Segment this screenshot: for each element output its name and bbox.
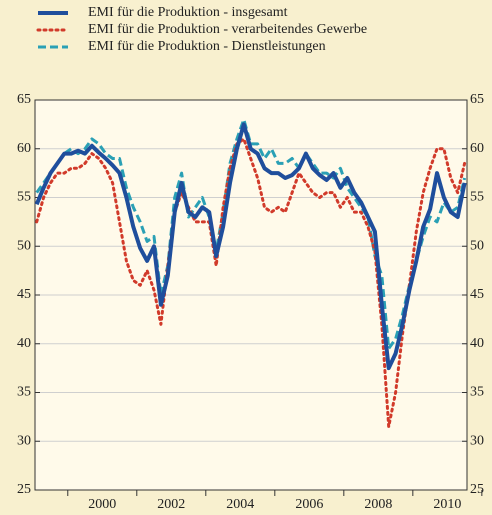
x-tick-label: 2002 <box>157 497 185 512</box>
y-tick-label: 55 <box>17 190 31 205</box>
x-tick-label: 2004 <box>226 497 254 512</box>
y2-tick-label: 30 <box>470 433 484 448</box>
y2-tick-label: 65 <box>470 92 484 107</box>
y-tick-label: 50 <box>17 238 31 253</box>
y2-tick-label: 60 <box>470 141 484 156</box>
x-tick-label: 2006 <box>295 497 323 512</box>
y-tick-label: 65 <box>17 92 31 107</box>
plot-frame <box>34 99 468 491</box>
legend-label: EMI für die Produktion - insgesamt <box>88 5 288 20</box>
x-tick-label: 2008 <box>364 497 392 512</box>
series-line <box>34 122 467 371</box>
y2-tick-label: 50 <box>470 238 484 253</box>
y2-tick-label: 45 <box>470 287 484 302</box>
legend-label: EMI für die Produktion - verarbeitendes … <box>88 22 367 37</box>
series-line <box>35 118 467 351</box>
y-tick-label: 40 <box>17 336 31 351</box>
y2-tick-label: 40 <box>470 336 484 351</box>
y-tick-label: 35 <box>17 385 31 400</box>
y2-tick-label: 25 <box>470 482 484 497</box>
y-tick-label: 45 <box>17 287 31 302</box>
y2-tick-label: 55 <box>470 190 484 205</box>
series-line <box>35 137 467 429</box>
y-tick-label: 25 <box>17 482 31 497</box>
legend-label: EMI für die Produktion - Dienstleistunge… <box>88 39 326 54</box>
x-tick-label: 2000 <box>88 497 116 512</box>
y2-tick-label: 35 <box>470 385 484 400</box>
y-tick-label: 30 <box>17 433 31 448</box>
legend: EMI für die Produktion - insgesamt EMI fü… <box>36 5 367 54</box>
x-tick-label: 2010 <box>433 497 461 512</box>
y-tick-label: 60 <box>17 141 31 156</box>
